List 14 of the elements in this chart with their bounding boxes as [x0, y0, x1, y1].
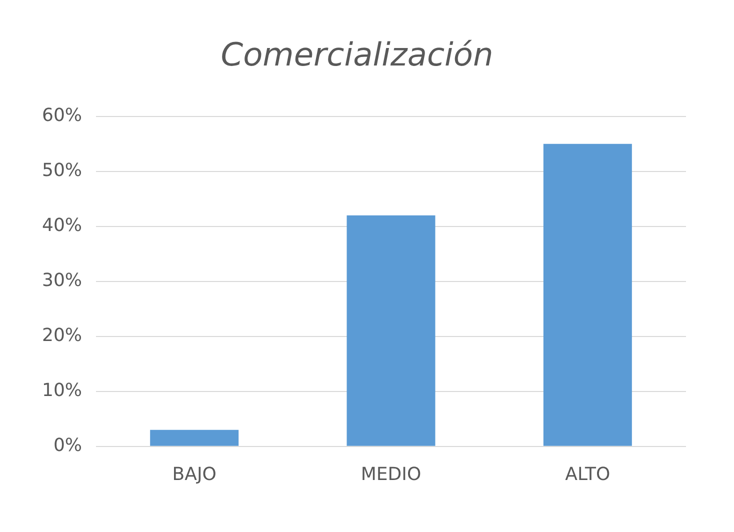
y-tick-label: 0% [53, 435, 82, 456]
y-tick-label: 20% [42, 325, 82, 346]
y-tick-label: 30% [42, 270, 82, 292]
y-tick-label: 10% [42, 380, 82, 402]
x-tick-label: BAJO [172, 464, 216, 485]
bar [543, 144, 632, 446]
x-tick-label: MEDIO [360, 464, 422, 485]
y-tick-label: 50% [42, 160, 82, 182]
chart-title: Comercialización [220, 36, 494, 74]
y-tick-label: 40% [42, 215, 82, 236]
bar [150, 430, 239, 446]
x-tick-label: ALTO [565, 464, 610, 485]
y-tick-label: 60% [42, 105, 82, 126]
bar [346, 215, 436, 446]
